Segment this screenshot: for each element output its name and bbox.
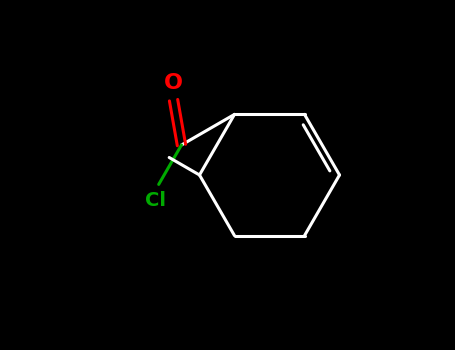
- Text: O: O: [164, 73, 183, 93]
- Text: Cl: Cl: [145, 191, 166, 210]
